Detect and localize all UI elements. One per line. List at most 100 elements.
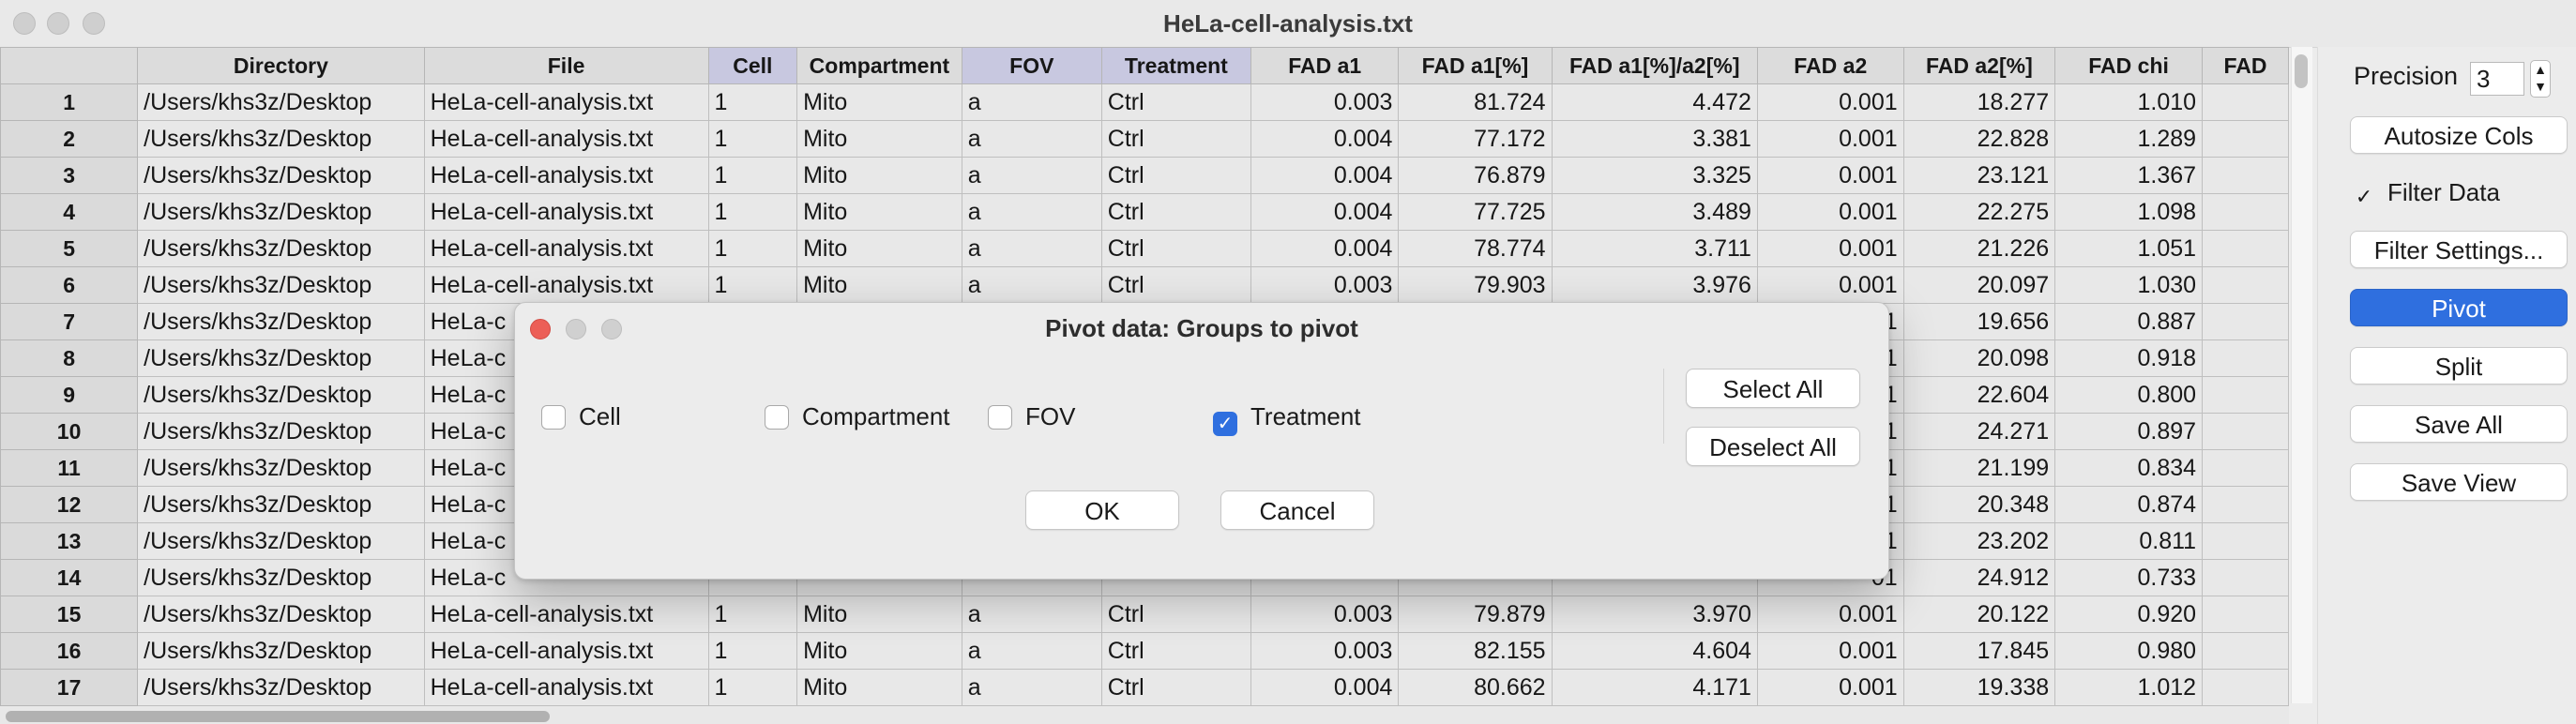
table-cell[interactable]: 3.325: [1551, 157, 1758, 194]
column-header[interactable]: FAD a2: [1756, 47, 1904, 84]
table-cell[interactable]: 79.903: [1398, 266, 1553, 304]
row-number[interactable]: 7: [0, 303, 139, 340]
table-cell[interactable]: a: [961, 83, 1102, 121]
table-cell[interactable]: 17.845: [1902, 632, 2056, 670]
table-cell[interactable]: Mito: [796, 83, 962, 121]
table-cell[interactable]: 0.003: [1250, 632, 1400, 670]
deselect-all-button[interactable]: Deselect All: [1686, 427, 1860, 466]
table-cell[interactable]: 78.774: [1398, 230, 1553, 267]
table-cell[interactable]: /Users/khs3z/Desktop: [137, 669, 425, 706]
column-header[interactable]: FAD a2[%]: [1902, 47, 2056, 84]
table-cell[interactable]: /Users/khs3z/Desktop: [137, 83, 425, 121]
option-compartment[interactable]: Compartment: [765, 402, 950, 431]
table-cell[interactable]: [2202, 413, 2289, 450]
split-button[interactable]: Split: [2350, 347, 2568, 385]
table-cell[interactable]: HeLa-cell-analysis.txt: [423, 157, 709, 194]
table-cell[interactable]: 22.828: [1902, 120, 2056, 158]
option-fov[interactable]: FOV: [988, 402, 1075, 431]
table-cell[interactable]: 4.171: [1551, 669, 1758, 706]
table-cell[interactable]: 80.662: [1398, 669, 1553, 706]
table-row[interactable]: 2/Users/khs3z/Desktop HeLa-cell-analysis.…: [0, 120, 2289, 158]
table-cell[interactable]: Ctrl: [1100, 669, 1252, 706]
table-cell[interactable]: 0.001: [1756, 230, 1904, 267]
table-cell[interactable]: Mito: [796, 669, 962, 706]
column-header[interactable]: File: [423, 47, 709, 84]
table-cell[interactable]: a: [961, 266, 1102, 304]
row-number[interactable]: 14: [0, 559, 139, 596]
table-cell[interactable]: /Users/khs3z/Desktop: [137, 632, 425, 670]
table-cell[interactable]: 24.271: [1902, 413, 2056, 450]
table-cell[interactable]: 22.275: [1902, 193, 2056, 231]
column-header[interactable]: Compartment: [796, 47, 962, 84]
table-cell[interactable]: 0.004: [1250, 120, 1400, 158]
save-view-button[interactable]: Save View: [2350, 463, 2568, 501]
select-all-button[interactable]: Select All: [1686, 369, 1860, 408]
table-cell[interactable]: Mito: [796, 266, 962, 304]
table-cell[interactable]: 0.001: [1756, 596, 1904, 633]
table-cell[interactable]: 21.199: [1902, 449, 2056, 487]
table-cell[interactable]: 0.004: [1250, 157, 1400, 194]
table-cell[interactable]: a: [961, 120, 1102, 158]
table-cell[interactable]: /Users/khs3z/Desktop: [137, 449, 425, 487]
row-number[interactable]: 5: [0, 230, 139, 267]
table-cell[interactable]: 1.289: [2054, 120, 2204, 158]
table-cell[interactable]: 81.724: [1398, 83, 1553, 121]
row-number[interactable]: 9: [0, 376, 139, 414]
table-cell[interactable]: 79.879: [1398, 596, 1553, 633]
table-cell[interactable]: 0.001: [1756, 632, 1904, 670]
table-cell[interactable]: 23.121: [1902, 157, 2056, 194]
table-row[interactable]: 6/Users/khs3z/Desktop HeLa-cell-analysis.…: [0, 266, 2289, 304]
table-cell[interactable]: /Users/khs3z/Desktop: [137, 120, 425, 158]
table-row[interactable]: 16/Users/khs3z/Desktop HeLa-cell-analysis…: [0, 632, 2289, 670]
table-cell[interactable]: 0.001: [1756, 83, 1904, 121]
table-cell[interactable]: [2202, 193, 2289, 231]
table-cell[interactable]: [2202, 669, 2289, 706]
table-cell[interactable]: /Users/khs3z/Desktop: [137, 266, 425, 304]
table-cell[interactable]: [2202, 486, 2289, 523]
table-cell[interactable]: 0.800: [2054, 376, 2204, 414]
table-cell[interactable]: 0.001: [1756, 120, 1904, 158]
table-cell[interactable]: 22.604: [1902, 376, 2056, 414]
table-cell[interactable]: 0.001: [1756, 193, 1904, 231]
table-cell[interactable]: 1: [707, 193, 798, 231]
filter-settings-button[interactable]: Filter Settings...: [2350, 231, 2568, 268]
column-header[interactable]: FOV: [961, 47, 1102, 84]
table-cell[interactable]: [2202, 339, 2289, 377]
table-cell[interactable]: 0.918: [2054, 339, 2204, 377]
table-cell[interactable]: HeLa-cell-analysis.txt: [423, 83, 709, 121]
filter-data-checkbox[interactable]: ✓ Filter Data: [2354, 178, 2500, 207]
fov-checkbox[interactable]: [988, 405, 1012, 430]
row-number[interactable]: 10: [0, 413, 139, 450]
table-cell[interactable]: 20.348: [1902, 486, 2056, 523]
chevron-down-icon[interactable]: ▼: [2534, 79, 2547, 94]
row-number[interactable]: 8: [0, 339, 139, 377]
table-cell[interactable]: 0.003: [1250, 83, 1400, 121]
table-cell[interactable]: a: [961, 632, 1102, 670]
row-number[interactable]: 16: [0, 632, 139, 670]
table-cell[interactable]: HeLa-cell-analysis.txt: [423, 266, 709, 304]
table-cell[interactable]: Mito: [796, 120, 962, 158]
table-cell[interactable]: 1.012: [2054, 669, 2204, 706]
table-cell[interactable]: a: [961, 596, 1102, 633]
table-row[interactable]: 5/Users/khs3z/Desktop HeLa-cell-analysis.…: [0, 230, 2289, 267]
table-cell[interactable]: Mito: [796, 230, 962, 267]
row-number[interactable]: 3: [0, 157, 139, 194]
table-cell[interactable]: [2202, 120, 2289, 158]
table-cell[interactable]: Mito: [796, 632, 962, 670]
table-cell[interactable]: 20.098: [1902, 339, 2056, 377]
table-cell[interactable]: 1.098: [2054, 193, 2204, 231]
table-row[interactable]: 15/Users/khs3z/Desktop HeLa-cell-analysis…: [0, 596, 2289, 633]
table-cell[interactable]: /Users/khs3z/Desktop: [137, 596, 425, 633]
table-cell[interactable]: 0.001: [1756, 669, 1904, 706]
row-number[interactable]: 17: [0, 669, 139, 706]
table-cell[interactable]: 1.010: [2054, 83, 2204, 121]
table-cell[interactable]: 24.912: [1902, 559, 2056, 596]
table-cell[interactable]: 77.172: [1398, 120, 1553, 158]
table-cell[interactable]: Ctrl: [1100, 266, 1252, 304]
table-cell[interactable]: [2202, 596, 2289, 633]
column-header[interactable]: Treatment: [1100, 47, 1252, 84]
table-cell[interactable]: 0.920: [2054, 596, 2204, 633]
precision-stepper[interactable]: ▲ ▼: [2530, 60, 2551, 98]
table-cell[interactable]: Mito: [796, 157, 962, 194]
row-number[interactable]: 12: [0, 486, 139, 523]
